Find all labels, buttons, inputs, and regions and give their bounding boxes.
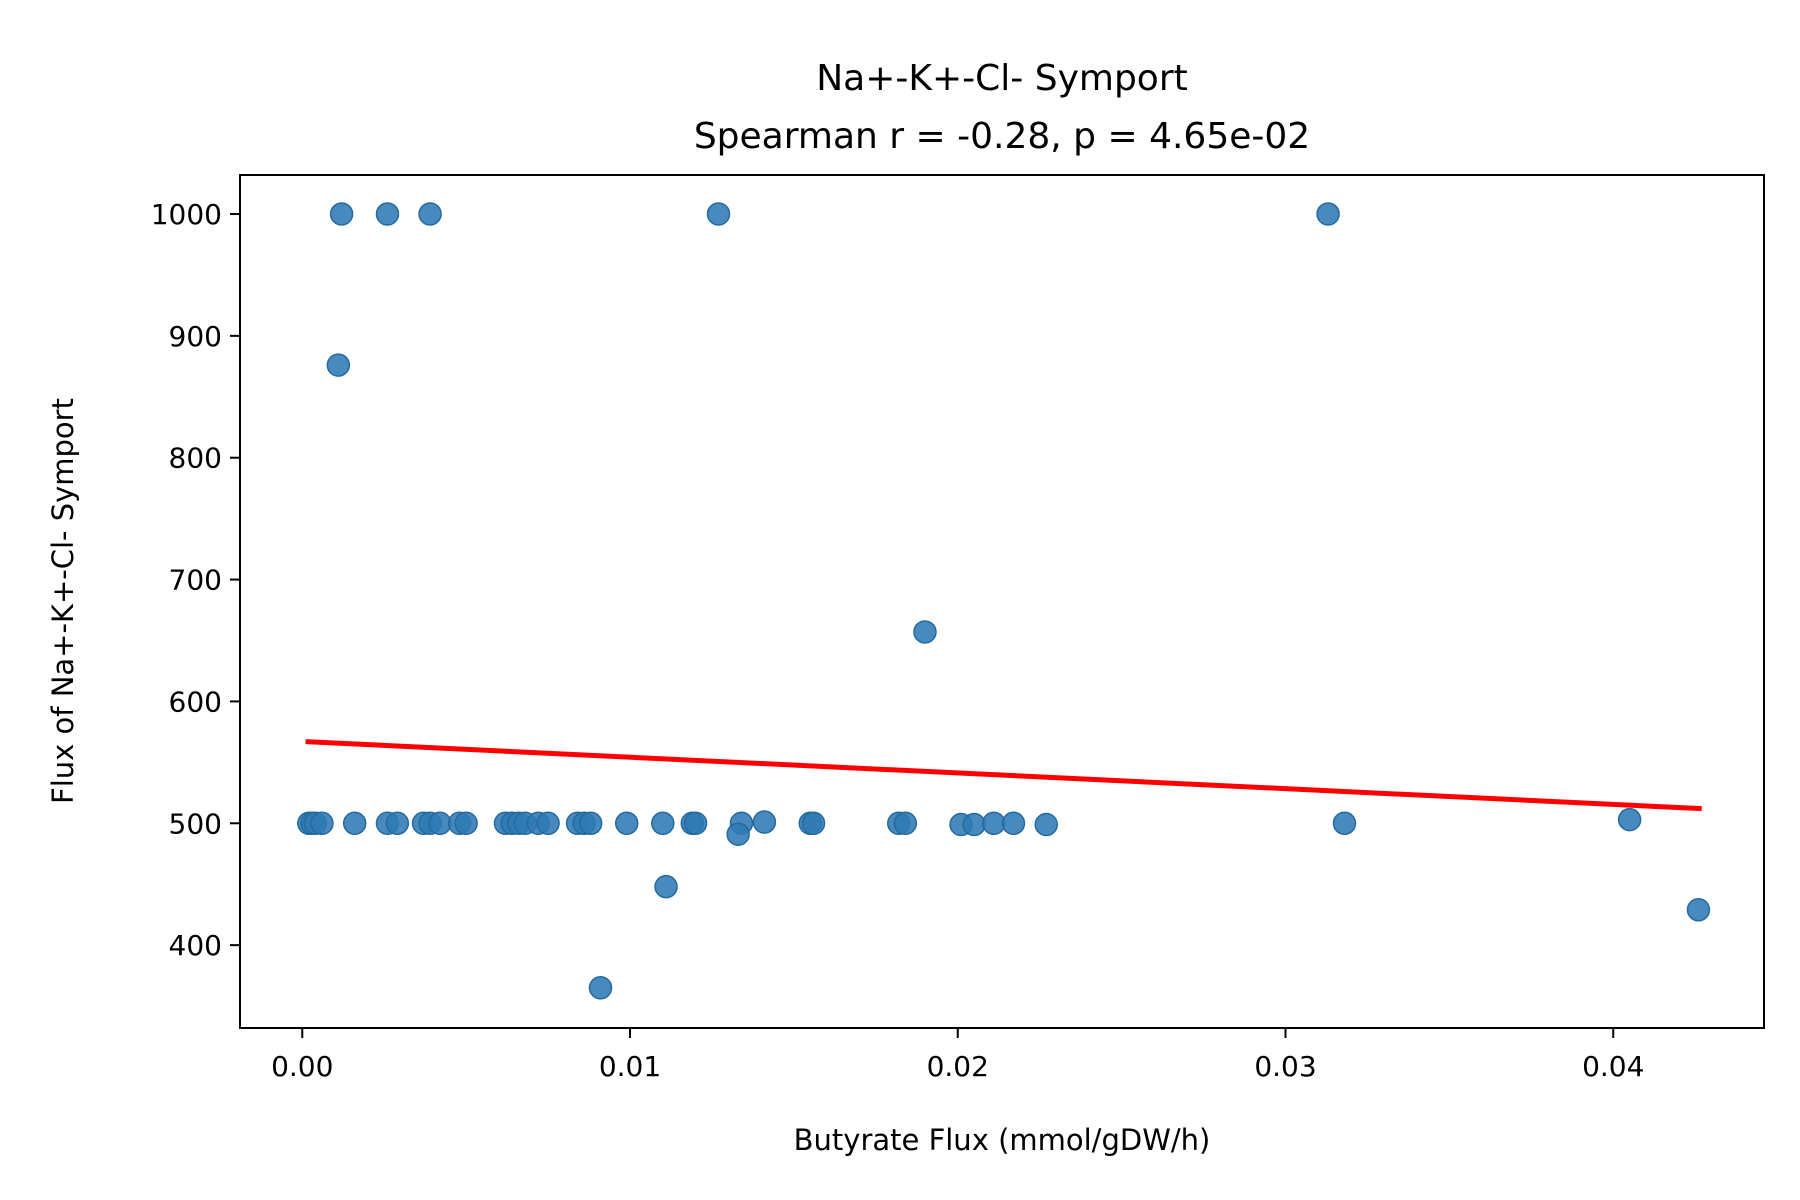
x-tick-label: 0.00 bbox=[271, 1050, 333, 1083]
y-axis-label: Flux of Na+-K+-Cl- Symport bbox=[46, 398, 80, 804]
data-point bbox=[913, 620, 937, 644]
trend-line bbox=[305, 739, 1702, 812]
data-point bbox=[418, 202, 442, 226]
data-point bbox=[683, 811, 708, 836]
x-tick-label: 0.04 bbox=[1582, 1050, 1644, 1083]
data-point bbox=[893, 811, 918, 836]
chart-title: Na+-K+-Cl- Symport bbox=[816, 58, 1188, 99]
data-point bbox=[614, 811, 639, 836]
data-point bbox=[1034, 812, 1058, 837]
data-point bbox=[385, 811, 410, 836]
data-points bbox=[297, 202, 1711, 1000]
data-point bbox=[588, 976, 613, 1000]
x-axis-ticks: 0.00 0.01 0.02 0.03 0.04 bbox=[271, 1028, 1644, 1083]
data-point bbox=[962, 812, 986, 837]
x-axis-label: Butyrate Flux (mmol/gDW/h) bbox=[794, 1123, 1211, 1157]
y-tick-label: 700 bbox=[169, 564, 222, 597]
y-tick-label: 500 bbox=[169, 807, 222, 840]
y-tick-label: 800 bbox=[169, 442, 222, 475]
y-tick-label: 600 bbox=[169, 685, 222, 718]
y-tick-label: 1000 bbox=[151, 198, 222, 231]
x-tick-label: 0.03 bbox=[1254, 1050, 1316, 1083]
data-point bbox=[1686, 898, 1711, 922]
data-point bbox=[375, 202, 400, 226]
data-point bbox=[706, 202, 731, 226]
data-point bbox=[342, 811, 367, 836]
data-point bbox=[454, 811, 478, 836]
data-point bbox=[1001, 811, 1026, 836]
data-point bbox=[536, 811, 560, 836]
y-tick-label: 900 bbox=[169, 320, 222, 353]
data-point bbox=[726, 822, 750, 846]
x-tick-label: 0.02 bbox=[927, 1050, 989, 1083]
data-point bbox=[578, 811, 603, 836]
data-point bbox=[651, 811, 675, 836]
y-axis-ticks: 400 500 600 700 800 900 1000 bbox=[151, 198, 240, 962]
data-point bbox=[1316, 202, 1340, 226]
data-point bbox=[326, 353, 351, 377]
chart-subtitle: Spearman r = -0.28, p = 4.65e-02 bbox=[694, 116, 1310, 157]
trend-line-group bbox=[305, 739, 1702, 812]
y-tick-label: 400 bbox=[169, 929, 222, 962]
data-point bbox=[1332, 811, 1357, 836]
data-point bbox=[329, 202, 354, 226]
data-point bbox=[310, 811, 334, 836]
data-point bbox=[654, 874, 678, 899]
x-tick-label: 0.01 bbox=[599, 1050, 661, 1083]
plot-frame bbox=[239, 174, 1765, 1029]
data-point bbox=[982, 811, 1006, 836]
data-point bbox=[752, 810, 777, 834]
data-point bbox=[801, 811, 826, 836]
data-point bbox=[1617, 807, 1642, 832]
data-point bbox=[428, 811, 452, 836]
